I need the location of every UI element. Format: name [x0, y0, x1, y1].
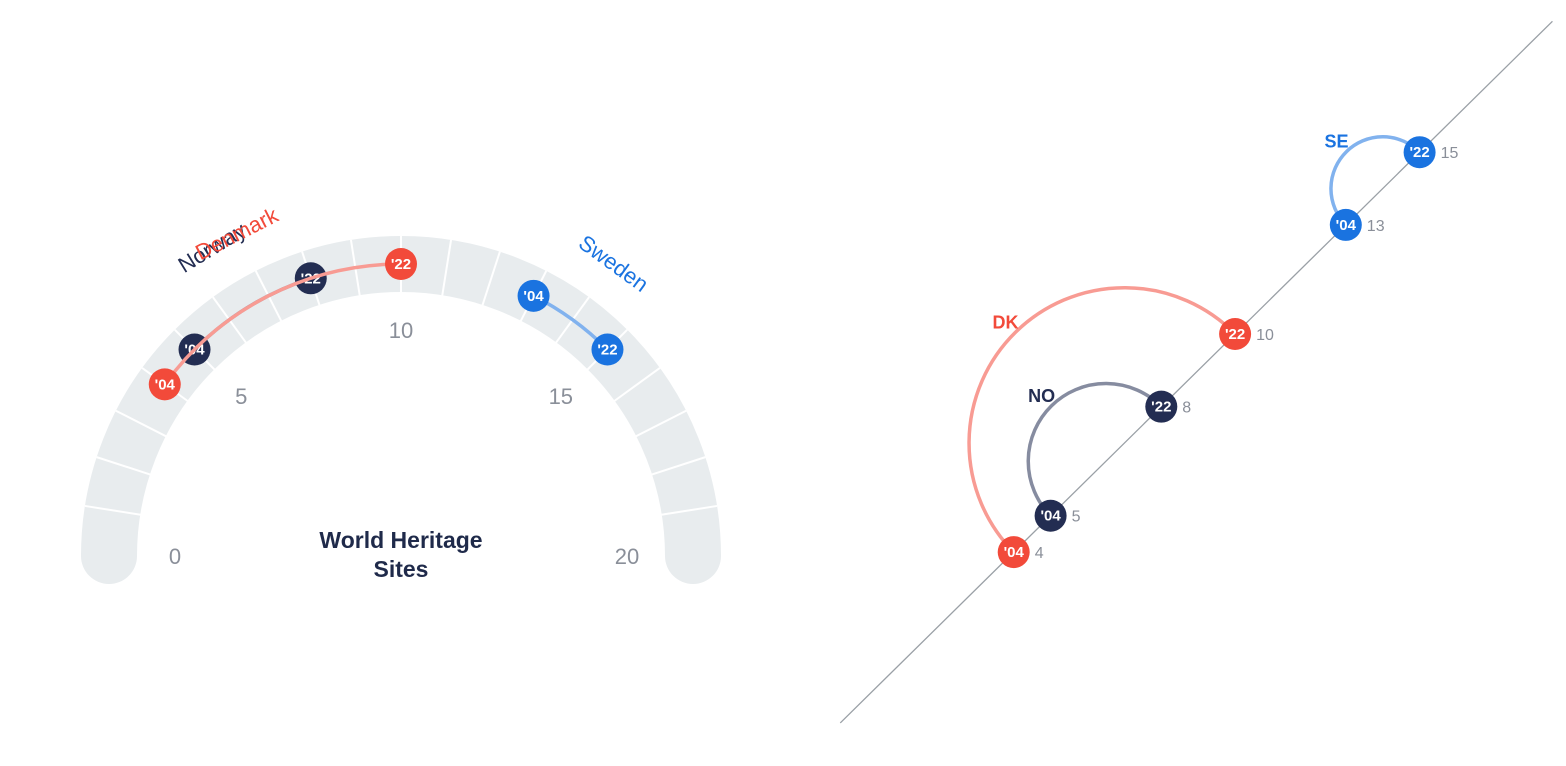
diagonal-point-value: 13 — [1367, 218, 1385, 235]
gauge-point-label: '04 — [523, 288, 544, 305]
diagonal-point-marker — [997, 536, 1030, 569]
gauge-segment-divider — [481, 251, 501, 308]
diagonal-point-marker — [1034, 499, 1067, 532]
gauge-track-band — [81, 236, 721, 584]
gauge-tick-label: 5 — [235, 384, 247, 409]
diagonal-point-marker — [1219, 317, 1252, 350]
gauge-range-arc — [163, 262, 403, 387]
diagonal-range-arc — [1026, 381, 1164, 518]
diagonal-point-marker — [1403, 136, 1436, 169]
diagonal-point-label: '22 — [1409, 144, 1429, 161]
gauge-tick-label: 10 — [389, 318, 413, 343]
diagonal-point-value: 4 — [1035, 545, 1044, 562]
diagonal-point-label: '22 — [1151, 399, 1171, 416]
gauge-point-marker — [148, 368, 181, 401]
gauge-point-marker — [517, 279, 550, 312]
gauge-tick-label: 0 — [169, 544, 181, 569]
gauge-tick-labels: 0 5 10 15 20 — [169, 318, 639, 569]
gauge-segment-divider — [96, 456, 153, 476]
gauge-tick-label: 15 — [549, 384, 573, 409]
diagonal-point-label: '04 — [1040, 508, 1061, 525]
gauge-segment-divider — [440, 239, 453, 298]
diagonal-point-value: 15 — [1441, 145, 1459, 162]
gauge-point-label: '22 — [391, 256, 411, 273]
diagonal-point-label: '22 — [1225, 326, 1245, 343]
diagonal-range-arc — [1329, 135, 1422, 227]
diagonal-chart: NO '04 5 '22 8 DK '04 4 '22 10 SE '04 13 '22 15 — [839, 20, 1553, 724]
diagonal-point-label: '04 — [1004, 544, 1025, 561]
gauge-title-line-2: Sites — [374, 556, 429, 582]
diagonal-series-se: SE '04 13 '22 15 — [1325, 132, 1459, 241]
gauge-tick-label: 20 — [615, 544, 639, 569]
diagonal-point-marker — [1329, 208, 1362, 241]
diagonal-point-value: 10 — [1256, 327, 1274, 344]
gauge-series-name: Sweden — [574, 230, 653, 297]
gauge-segment-divider — [633, 409, 687, 438]
diagonal-point-marker — [1145, 390, 1178, 423]
diagonal-point-label: '04 — [1336, 217, 1357, 234]
gauge-point-label: '04 — [155, 376, 176, 393]
gauge-point-marker — [385, 248, 417, 280]
gauge-segment-divider — [659, 504, 718, 517]
diagonal-range-arc — [967, 286, 1237, 554]
gauge-segment-divider — [115, 409, 169, 438]
diagonal-point-value: 5 — [1072, 509, 1081, 526]
gauge-point-label: '22 — [597, 342, 617, 359]
diagonal-series-code: DK — [993, 312, 1019, 332]
gauge-point-marker — [591, 333, 624, 366]
diagonal-series-no: NO '04 5 '22 8 — [1026, 381, 1191, 532]
diagonal-axis-line — [839, 20, 1553, 724]
gauge-segment-divider — [612, 367, 661, 403]
gauge-segment-divider — [649, 456, 706, 476]
gauge-title-line-1: World Heritage — [319, 527, 482, 553]
diagonal-series-code: SE — [1325, 132, 1349, 152]
gauge-segment-divider — [84, 504, 143, 517]
gauge-series-name: Denmark — [191, 202, 283, 265]
diagonal-point-value: 8 — [1182, 400, 1191, 417]
diagonal-series: NO '04 5 '22 8 DK '04 4 '22 10 SE '04 13 '22 15 — [967, 132, 1459, 569]
diagonal-series-code: NO — [1028, 386, 1055, 406]
diagonal-series-dk: DK '04 4 '22 10 — [967, 286, 1274, 569]
